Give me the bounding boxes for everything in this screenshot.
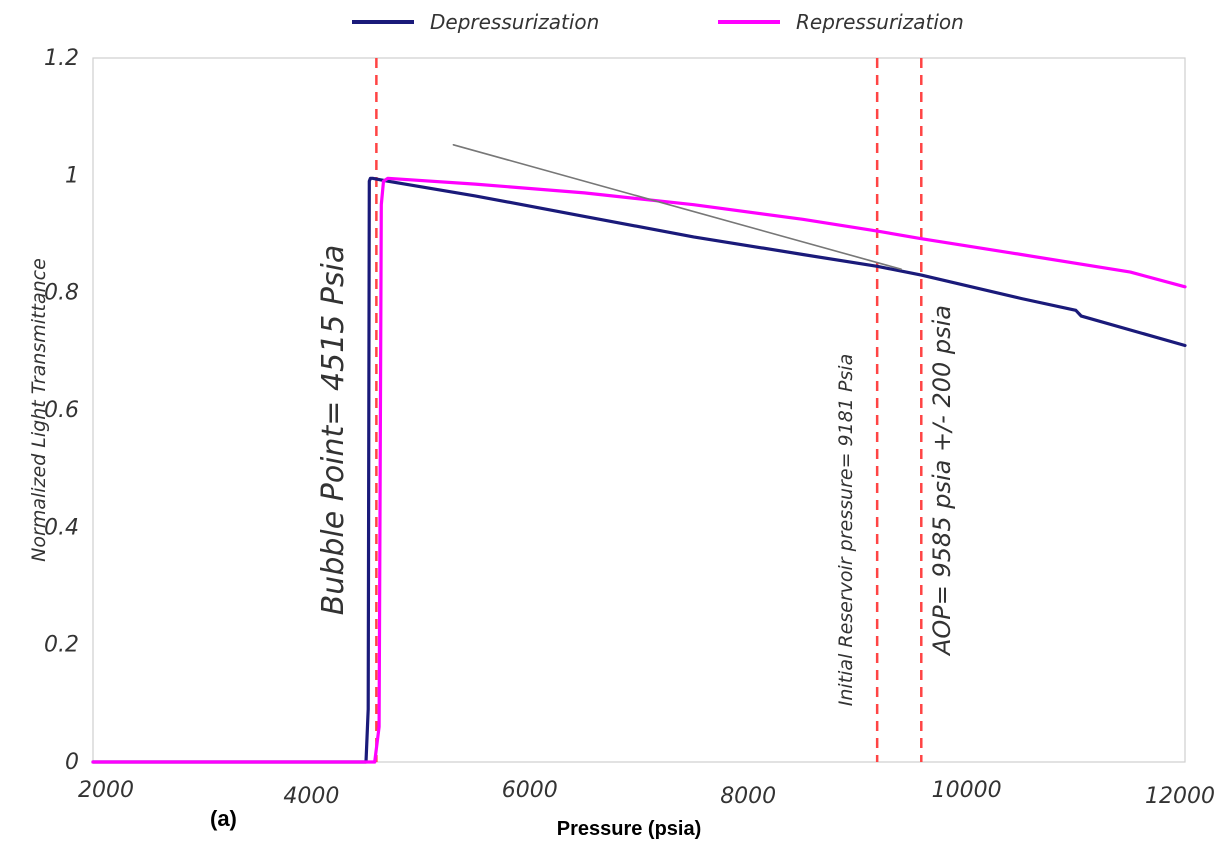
legend-label-repressurization: Repressurization xyxy=(796,10,964,34)
series-line-depressurization xyxy=(91,176,1187,764)
plot-area xyxy=(92,57,1186,763)
x-tick-label: 6000 xyxy=(502,778,558,803)
x-axis-label: Pressure (psia) xyxy=(557,818,702,840)
x-tick-label: 2000 xyxy=(78,778,134,803)
x-tick-label: 4000 xyxy=(283,784,339,809)
y-tick-label: 0 xyxy=(65,750,79,775)
x-axis-ticks: 2000 4000 6000 8000 10000 12000 xyxy=(78,778,1215,809)
legend: Depressurization Repressurization xyxy=(352,10,964,34)
series-line-repressurization xyxy=(91,176,1187,764)
x-tick-label: 8000 xyxy=(720,784,776,809)
y-tick-label: 1 xyxy=(65,163,79,188)
y-axis-ticks: 0 0.2 0.4 0.6 0.8 1 1.2 xyxy=(44,46,79,775)
initial-reservoir-pressure-annotation: Initial Reservoir pressure= 9181 Psia xyxy=(835,354,857,706)
tangent-line xyxy=(452,144,902,271)
x-tick-label: 12000 xyxy=(1145,784,1215,809)
x-tick-label: 10000 xyxy=(932,778,1002,803)
y-tick-label: 0.2 xyxy=(44,633,79,658)
bubble-point-annotation: Bubble Point= 4515 Psia xyxy=(316,245,351,616)
y-tick-label: 0.4 xyxy=(44,515,79,540)
y-tick-label: 0.8 xyxy=(44,281,79,306)
y-tick-label: 1.2 xyxy=(44,46,79,71)
panel-label: (a) xyxy=(210,806,237,831)
aop-annotation: AOP= 9585 psia +/- 200 psia xyxy=(928,305,956,657)
data-series xyxy=(91,144,1187,764)
legend-label-depressurization: Depressurization xyxy=(430,10,599,34)
reference-lines xyxy=(375,58,923,762)
y-axis-label: Normalized Light Transmittance xyxy=(28,258,50,562)
y-tick-label: 0.6 xyxy=(44,398,79,423)
